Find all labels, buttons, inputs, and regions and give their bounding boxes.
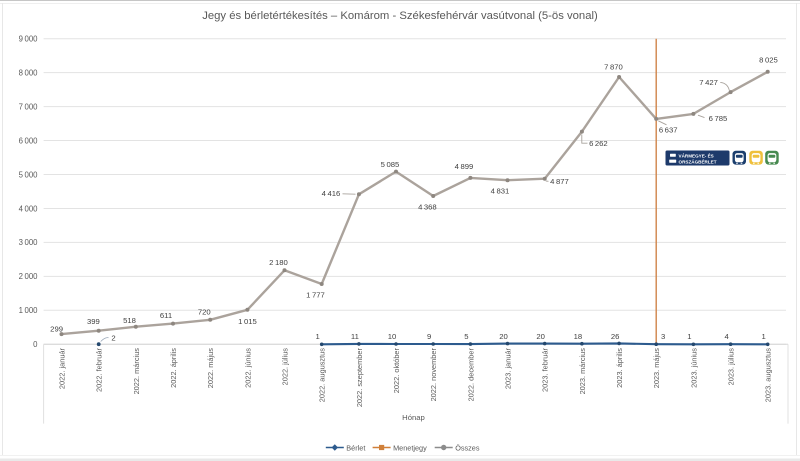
svg-text:5 085: 5 085	[381, 160, 400, 169]
svg-text:4 416: 4 416	[322, 189, 341, 198]
svg-text:Menetjegy: Menetjegy	[393, 443, 427, 452]
svg-text:7 870: 7 870	[604, 63, 623, 72]
svg-text:1: 1	[762, 332, 766, 341]
svg-text:2023. január: 2023. január	[504, 347, 513, 389]
svg-text:7 427: 7 427	[699, 78, 718, 87]
svg-text:2023. április: 2023. április	[615, 348, 624, 388]
svg-text:0: 0	[33, 340, 38, 349]
svg-text:9: 9	[427, 332, 431, 341]
svg-text:ORSZÁGBÉRLET: ORSZÁGBÉRLET	[679, 158, 717, 165]
svg-text:2022. május: 2022. május	[206, 348, 215, 389]
svg-text:2022. október: 2022. október	[392, 347, 401, 393]
svg-text:399: 399	[87, 317, 100, 326]
svg-text:4: 4	[724, 332, 729, 341]
svg-text:4 899: 4 899	[455, 162, 474, 171]
svg-text:2022. január: 2022. január	[58, 347, 67, 389]
svg-text:3: 3	[661, 332, 665, 341]
svg-text:4 368: 4 368	[418, 203, 437, 212]
svg-text:6 785: 6 785	[709, 114, 728, 123]
svg-text:1 015: 1 015	[238, 317, 257, 326]
svg-text:299: 299	[50, 324, 63, 333]
svg-text:1 000: 1 000	[19, 306, 39, 315]
svg-text:2023. augusztus: 2023. augusztus	[764, 348, 773, 403]
svg-text:6 000: 6 000	[19, 136, 39, 145]
svg-text:7 000: 7 000	[19, 102, 39, 111]
svg-text:2022. június: 2022. június	[243, 348, 252, 388]
svg-text:8 000: 8 000	[19, 68, 39, 77]
svg-text:20: 20	[536, 332, 545, 341]
svg-text:2023. március: 2023. március	[578, 348, 587, 395]
svg-text:18: 18	[574, 332, 583, 341]
svg-text:VÁRMEGYE- ÉS: VÁRMEGYE- ÉS	[679, 152, 714, 159]
svg-text:5 000: 5 000	[19, 170, 39, 179]
svg-text:4 877: 4 877	[550, 177, 569, 186]
svg-text:1: 1	[316, 332, 320, 341]
svg-text:2023. július: 2023. július	[727, 348, 736, 386]
svg-text:6 262: 6 262	[589, 139, 608, 148]
svg-text:Összes: Összes	[455, 443, 480, 452]
svg-text:2022. augusztus: 2022. augusztus	[318, 348, 327, 403]
svg-text:2022. február: 2022. február	[95, 347, 104, 392]
svg-text:2022. december: 2022. december	[466, 347, 475, 401]
svg-text:2: 2	[111, 334, 115, 343]
svg-text:4 831: 4 831	[491, 187, 510, 196]
svg-text:2022. április: 2022. április	[169, 348, 178, 388]
svg-text:26: 26	[611, 332, 620, 341]
svg-text:20: 20	[499, 332, 508, 341]
svg-text:611: 611	[160, 311, 172, 320]
svg-text:2022. július: 2022. július	[281, 348, 290, 386]
svg-text:5: 5	[464, 332, 468, 341]
svg-text:2022. november: 2022. november	[429, 347, 438, 401]
svg-text:11: 11	[351, 332, 359, 341]
svg-text:10: 10	[388, 332, 397, 341]
svg-text:Bérlet: Bérlet	[346, 443, 365, 452]
svg-text:Jegy és bérletértékesítés – Ko: Jegy és bérletértékesítés – Komárom - Sz…	[202, 10, 598, 22]
svg-text:6 637: 6 637	[659, 126, 678, 135]
svg-text:2022. március: 2022. március	[132, 348, 141, 395]
svg-text:9 000: 9 000	[19, 35, 39, 44]
svg-text:Hónap: Hónap	[402, 413, 425, 422]
svg-text:2 000: 2 000	[19, 272, 39, 281]
svg-text:720: 720	[198, 308, 211, 317]
svg-text:2023. február: 2023. február	[541, 347, 550, 392]
svg-text:2 180: 2 180	[269, 258, 288, 267]
svg-text:1: 1	[687, 332, 691, 341]
svg-text:4 000: 4 000	[19, 204, 39, 213]
svg-text:1 777: 1 777	[306, 291, 325, 300]
svg-text:518: 518	[123, 316, 136, 325]
svg-text:8 025: 8 025	[759, 56, 778, 65]
svg-text:2023. május: 2023. május	[652, 348, 661, 389]
svg-text:3 000: 3 000	[19, 238, 39, 247]
svg-text:2023. június: 2023. június	[689, 348, 698, 388]
svg-text:2022. szeptember: 2022. szeptember	[355, 347, 364, 407]
